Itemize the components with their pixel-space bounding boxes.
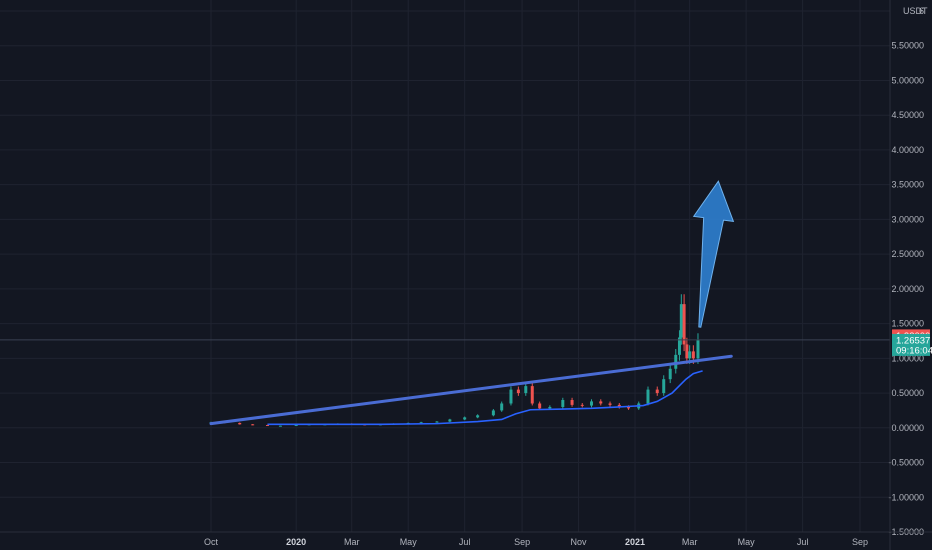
- candle: [516, 389, 520, 394]
- candle: [685, 344, 689, 359]
- price-tick-label: -0.50000: [888, 458, 924, 468]
- candle: [538, 403, 542, 409]
- candle: [509, 389, 513, 404]
- candle: [580, 404, 584, 406]
- current-price-tag-text: 1.26537: [896, 335, 930, 346]
- moving-average-line: [267, 370, 703, 426]
- price-tick-label: 3.00000: [891, 214, 924, 224]
- candle: [476, 415, 480, 418]
- candle: [590, 401, 594, 406]
- price-tick-label: -1.00000: [888, 492, 924, 502]
- candle: [662, 379, 666, 394]
- candle: [691, 351, 695, 359]
- time-tick-label: May: [738, 537, 756, 547]
- candle: [696, 340, 700, 359]
- price-tick-label: 2.00000: [891, 284, 924, 294]
- price-tick-label: 3.50000: [891, 180, 924, 190]
- candle: [679, 304, 683, 338]
- candle: [435, 421, 439, 423]
- candle: [599, 401, 603, 404]
- candle: [646, 389, 650, 404]
- candle: [524, 386, 528, 394]
- time-tick-label: Sep: [514, 537, 530, 547]
- time-axis[interactable]: Oct 2020 Mar May Jul Sep Nov 2021 Mar May Jul Sep: [0, 531, 932, 547]
- time-tick-label: Mar: [682, 537, 698, 547]
- candle: [251, 424, 255, 426]
- time-tick-label: 2020: [286, 537, 306, 547]
- candle: [419, 422, 423, 424]
- candle: [608, 403, 612, 405]
- time-tick-label: Nov: [571, 537, 588, 547]
- price-tick-label: 4.00000: [891, 145, 924, 155]
- price-tick-label: 5.50000: [891, 41, 924, 51]
- candle: [570, 400, 574, 405]
- candle: [655, 389, 659, 394]
- price-tick-label: 1.50000: [891, 319, 924, 329]
- candle: [294, 425, 298, 427]
- up-arrow-drawing[interactable]: [692, 180, 735, 328]
- time-tick-label: May: [400, 537, 418, 547]
- time-tick-label: Oct: [204, 537, 219, 547]
- candle: [238, 422, 242, 425]
- price-tick-label: 2.50000: [891, 249, 924, 259]
- price-tick-label: 1.00000: [891, 353, 924, 363]
- candle: [500, 403, 504, 411]
- candle: [677, 337, 681, 355]
- candle: [688, 351, 692, 359]
- time-tick-label: Jul: [797, 537, 809, 547]
- price-tick-label: 5.00000: [891, 75, 924, 85]
- price-tick-label: 0.50000: [891, 388, 924, 398]
- current-price-tag: [892, 333, 930, 356]
- candle: [668, 368, 672, 380]
- price-tick-label: 0.00000: [891, 423, 924, 433]
- candle: [491, 410, 495, 416]
- candle: [265, 425, 269, 427]
- candle: [448, 419, 452, 422]
- price-pane[interactable]: [209, 294, 703, 427]
- drawing-layer: [0, 180, 890, 426]
- candle: [617, 404, 621, 407]
- time-tick-label: Sep: [852, 537, 868, 547]
- time-tick-label: Jul: [459, 537, 471, 547]
- candle: [530, 386, 534, 404]
- candle: [548, 406, 552, 409]
- candle: [682, 304, 686, 345]
- trendline[interactable]: [209, 354, 733, 426]
- price-tick-label: 6: [919, 6, 924, 16]
- price-tick-label: 4.50000: [891, 110, 924, 120]
- candle: [278, 425, 282, 427]
- candle: [674, 354, 678, 369]
- candle: [627, 406, 631, 409]
- candle: [463, 417, 467, 420]
- time-tick-label: Mar: [344, 537, 360, 547]
- price-unit-label: USDT: [903, 6, 928, 16]
- time-tick-label: 2021: [625, 537, 645, 547]
- price-axis[interactable]: 6 5.50000 5.00000 4.50000 4.00000 3.50000 3.00…: [888, 0, 928, 550]
- candle: [561, 400, 565, 407]
- countdown-tag-text: 09:16:04: [896, 345, 932, 356]
